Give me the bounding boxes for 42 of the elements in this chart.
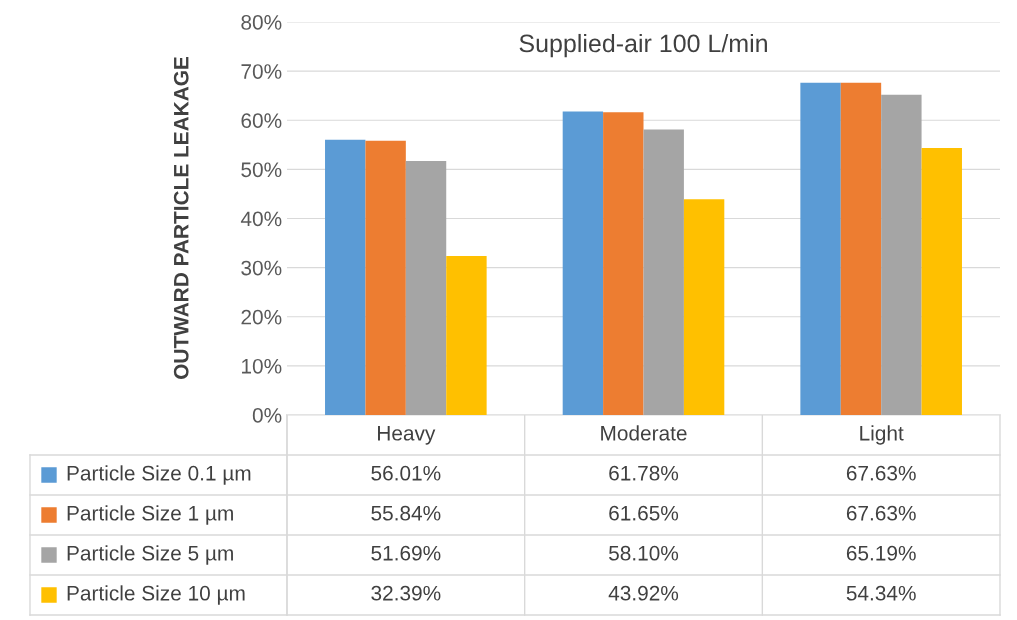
bar [325, 139, 366, 415]
bar [365, 140, 406, 415]
legend-label: Particle Size 0.1 µm [67, 465, 251, 485]
data-label: 65.19% [846, 545, 916, 561]
data-label: 67.63% [846, 505, 916, 521]
y-tick-label: 70% [241, 64, 282, 79]
data-label: 67.63% [846, 465, 916, 481]
bar [881, 94, 922, 415]
data-label: 32.39% [371, 585, 441, 601]
y-tick-label: 60% [241, 113, 282, 128]
y-tick-label: 10% [242, 358, 282, 374]
data-label: 54.34% [846, 585, 916, 601]
y-tick-label: 20% [241, 309, 282, 325]
bar [840, 82, 882, 415]
bar [683, 199, 725, 415]
bar [643, 129, 684, 415]
bar [405, 161, 447, 415]
legend-label: Particle Size 5 µm [67, 545, 233, 565]
bar [603, 112, 644, 415]
y-tick-label: 80% [241, 15, 282, 30]
y-tick-label: 40% [240, 211, 282, 227]
data-label: 56.01% [371, 465, 441, 481]
chart-title: Supplied-air 100 L/min [519, 33, 767, 58]
bar [562, 111, 604, 415]
bar [921, 148, 962, 415]
data-label: 43.92% [608, 585, 679, 601]
legend-label: Particle Size 1 µm [67, 505, 233, 525]
y-tick-label: 0% [252, 408, 282, 423]
x-tick-label: Moderate [601, 425, 687, 441]
data-label: 61.65% [609, 505, 679, 521]
bar [446, 255, 487, 415]
legend-label: Particle Size 10 µm [67, 585, 245, 605]
data-label: 51.69% [371, 545, 441, 561]
data-label: 55.84% [371, 505, 441, 521]
bar [800, 82, 841, 415]
x-tick-label: Light [860, 425, 904, 445]
data-label: 61.78% [609, 465, 679, 481]
y-tick-label: 30% [241, 260, 282, 276]
y-axis-title: OUTWARD PARTICLE LEAKAGE [173, 56, 189, 379]
x-tick-label: Heavy [378, 426, 436, 445]
y-tick-label: 50% [241, 162, 282, 178]
data-label: 58.10% [609, 545, 679, 561]
